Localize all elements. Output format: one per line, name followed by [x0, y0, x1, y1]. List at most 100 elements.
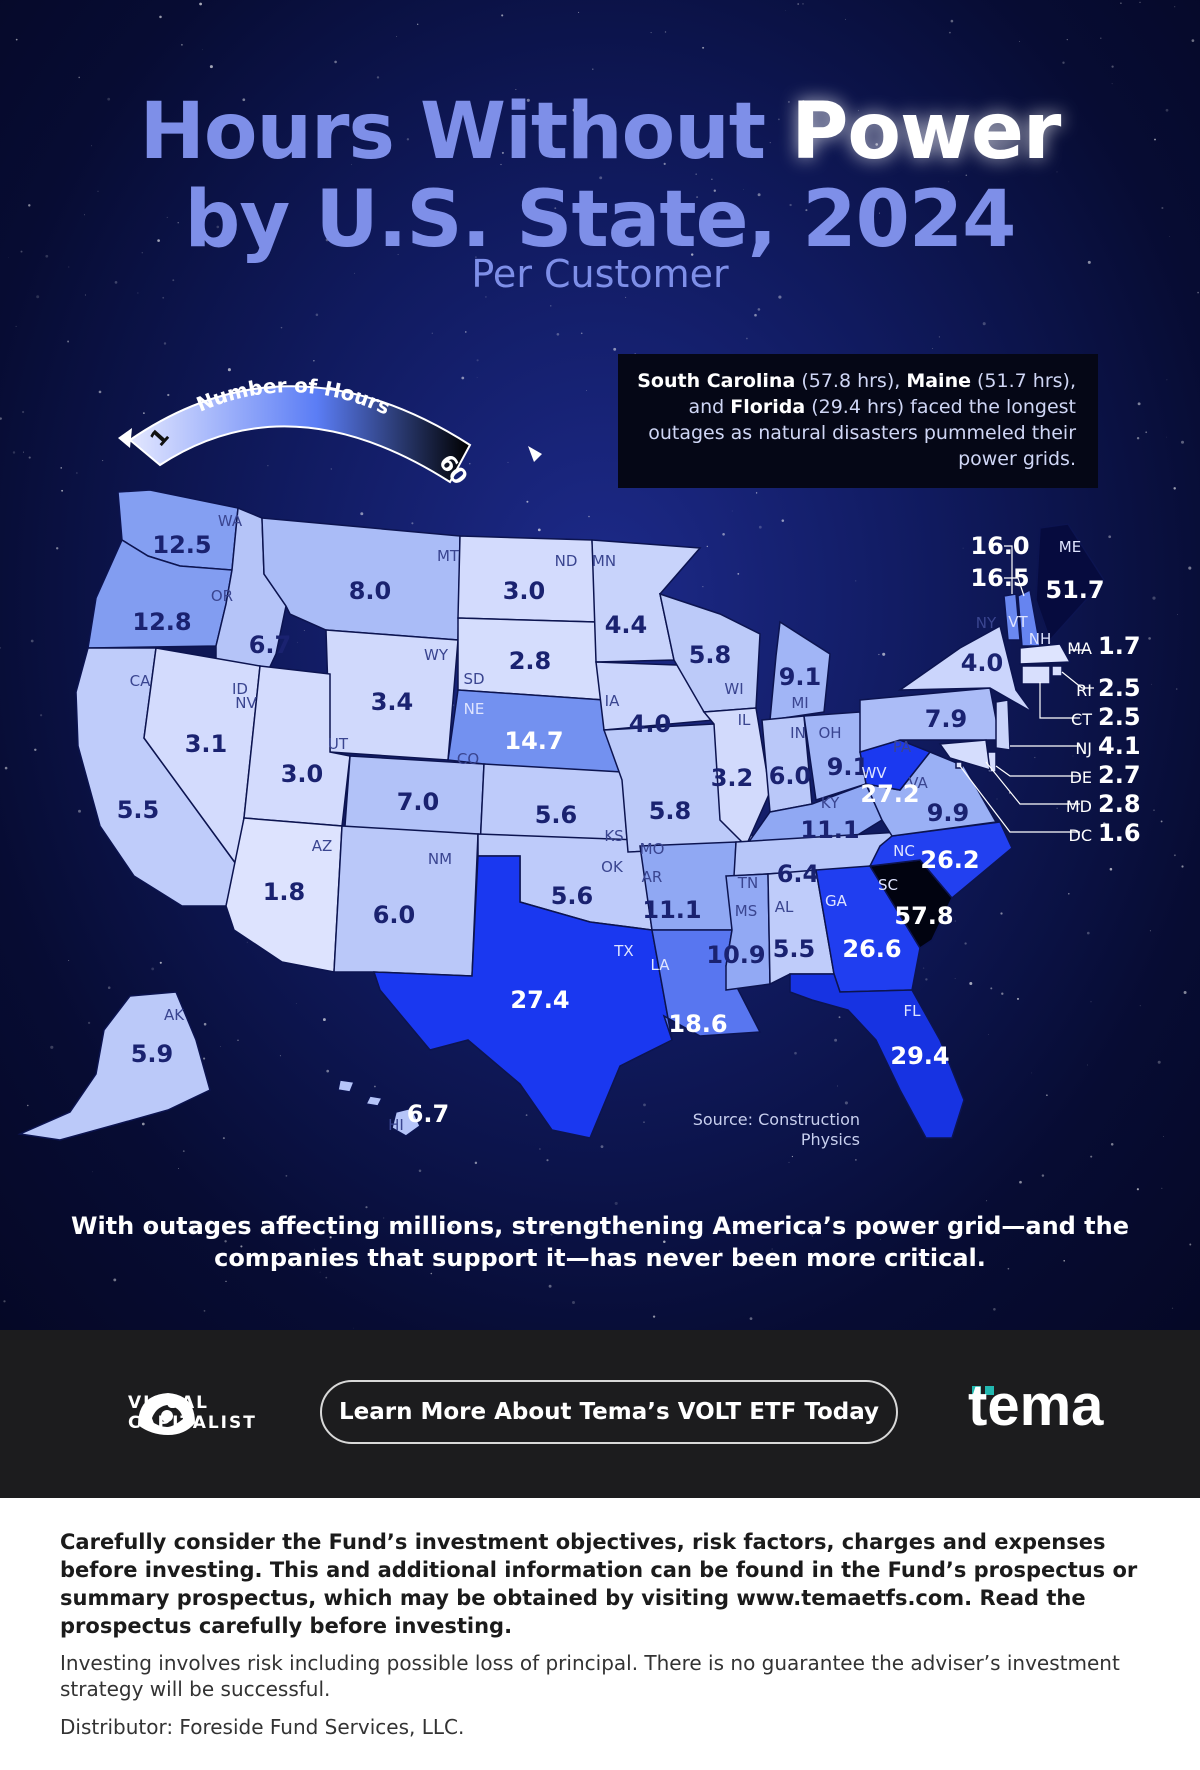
state-value-co: 7.0	[397, 788, 440, 816]
state-abbr-sc: SC	[878, 876, 898, 894]
infographic-background: Hours Without Power by U.S. State, 2024 …	[0, 0, 1200, 1330]
leader-line-ri	[1061, 671, 1094, 689]
state-ny[interactable]	[897, 624, 1033, 713]
state-nj[interactable]	[995, 699, 1011, 751]
state-value-in: 6.0	[769, 762, 812, 790]
state-abbr-va: VA	[908, 774, 928, 792]
state-value-ms: 10.9	[706, 941, 765, 969]
state-abbr-or: OR	[211, 587, 233, 605]
state-abbr-fl: FL	[904, 1002, 922, 1020]
state-abbr-de: DE	[1070, 768, 1092, 787]
leader-line-md	[985, 761, 1080, 805]
state-value-ar: 11.1	[642, 896, 701, 924]
state-value-va: 9.9	[927, 799, 970, 827]
subtitle: Per Customer	[471, 252, 729, 296]
title-power-word: Power	[791, 87, 1061, 177]
legend-arrow-left	[118, 428, 132, 448]
state-value-ks: 5.6	[535, 801, 578, 829]
state-abbr-wa: WA	[218, 512, 243, 530]
state-abbr-hi: HI	[388, 1116, 404, 1134]
state-tx[interactable]	[372, 855, 673, 1139]
state-me[interactable]	[1035, 523, 1105, 642]
state-abbr-az: AZ	[312, 837, 333, 855]
state-value-nv: 3.1	[185, 730, 228, 758]
state-abbr-mo: MO	[640, 840, 665, 858]
page-title: Hours Without Power by U.S. State, 2024	[0, 88, 1200, 264]
callout-state-2: Maine	[906, 370, 971, 392]
state-abbr-mi: MI	[791, 694, 808, 712]
state-value-sd: 2.8	[509, 647, 552, 675]
disclaimer-prospectus: Carefully consider the Fund’s investment…	[60, 1530, 1138, 1638]
state-abbr-nj: NJ	[1075, 739, 1092, 758]
tema-logo[interactable]: tema	[968, 1373, 1104, 1438]
callout-value-3: (29.4 hrs) faced the longest outages as …	[648, 396, 1076, 470]
state-value-id: 6.7	[249, 631, 292, 659]
state-abbr-id: ID	[232, 680, 248, 698]
callout-value-2: (51.7 hrs), and	[688, 370, 1077, 418]
state-value-ca: 5.5	[117, 796, 160, 824]
state-value-fl: 29.4	[890, 1042, 949, 1070]
callout-state-1: South Carolina	[637, 370, 796, 392]
state-value-tn: 6.4	[777, 860, 820, 888]
state-abbr-md: MD	[1066, 797, 1092, 816]
state-abbr-ia: IA	[605, 692, 620, 710]
state-hi[interactable]	[337, 1079, 421, 1137]
state-value-il: 3.2	[711, 764, 754, 792]
legend-arrow-right	[528, 446, 542, 462]
state-abbr-mt: MT	[437, 547, 460, 565]
source-note: Source: Construction Physics	[692, 1110, 860, 1149]
state-pa[interactable]	[859, 687, 1001, 754]
visual-capitalist-logo-icon	[138, 1393, 195, 1435]
state-value-oh: 9.1	[827, 753, 870, 781]
state-abbr-ok: OK	[601, 858, 624, 876]
state-abbr-la: LA	[651, 956, 671, 974]
state-value-ny: 4.0	[961, 649, 1004, 677]
state-value-ia: 4.0	[629, 710, 672, 738]
state-vt[interactable]	[1003, 593, 1021, 641]
state-fl[interactable]	[789, 973, 965, 1139]
state-abbr-ne: NE	[464, 700, 485, 718]
state-ct[interactable]	[1021, 665, 1051, 685]
state-abbr-ut: UT	[328, 735, 349, 753]
state-abbr-pa: PA	[893, 738, 912, 756]
disclaimer-risk: Investing involves risk including possib…	[60, 1651, 1120, 1701]
state-abbr-ky: KY	[821, 794, 840, 812]
title-line2: by U.S. State, 2024	[184, 175, 1017, 265]
state-ri[interactable]	[1051, 665, 1063, 677]
state-value-al: 5.5	[773, 935, 816, 963]
state-abbr-ak: AK	[164, 1006, 185, 1024]
state-value-la: 18.6	[668, 1010, 727, 1038]
bottom-message: With outages affecting millions, strengt…	[70, 1212, 1130, 1272]
state-abbr-ar: AR	[642, 868, 663, 886]
state-value-md: 2.8	[1098, 790, 1141, 818]
disclaimer-distributor: Distributor: Foreside Fund Services, LLC…	[60, 1715, 465, 1739]
leader-line-nh	[1004, 577, 1025, 597]
title-line1-a: Hours Without	[139, 87, 792, 177]
state-value-mi: 9.1	[779, 663, 822, 691]
state-nc[interactable]	[868, 821, 1013, 900]
state-abbr-ms: MS	[735, 902, 757, 920]
state-abbr-al: AL	[775, 898, 794, 916]
callout-value-1: (57.8 hrs),	[795, 370, 907, 392]
learn-more-button[interactable]: Learn More About Tema’s VOLT ETF Today	[320, 1380, 898, 1444]
state-abbr-il: IL	[738, 711, 751, 729]
state-value-ga: 26.6	[842, 935, 901, 963]
state-value-ak: 5.9	[131, 1040, 174, 1068]
leader-line-ct	[1039, 682, 1080, 719]
state-value-pa: 7.9	[925, 705, 968, 733]
state-abbr-ny: NY	[976, 614, 997, 632]
state-value-ut: 3.0	[281, 760, 324, 788]
state-value-mt: 8.0	[349, 577, 392, 605]
state-md[interactable]	[938, 739, 991, 772]
state-value-nd: 3.0	[503, 577, 546, 605]
state-abbr-tx: TX	[613, 942, 633, 960]
state-abbr-wy: WY	[424, 646, 449, 664]
state-ma[interactable]	[1019, 643, 1072, 665]
state-abbr-ct: CT	[1071, 710, 1092, 729]
state-ak[interactable]	[17, 991, 211, 1141]
state-abbr-ca: CA	[130, 672, 151, 690]
state-abbr-co: CO	[457, 750, 479, 768]
state-abbr-nv: NV	[235, 694, 257, 712]
state-abbr-wv: WV	[861, 764, 887, 782]
state-abbr-nd: ND	[555, 552, 578, 570]
